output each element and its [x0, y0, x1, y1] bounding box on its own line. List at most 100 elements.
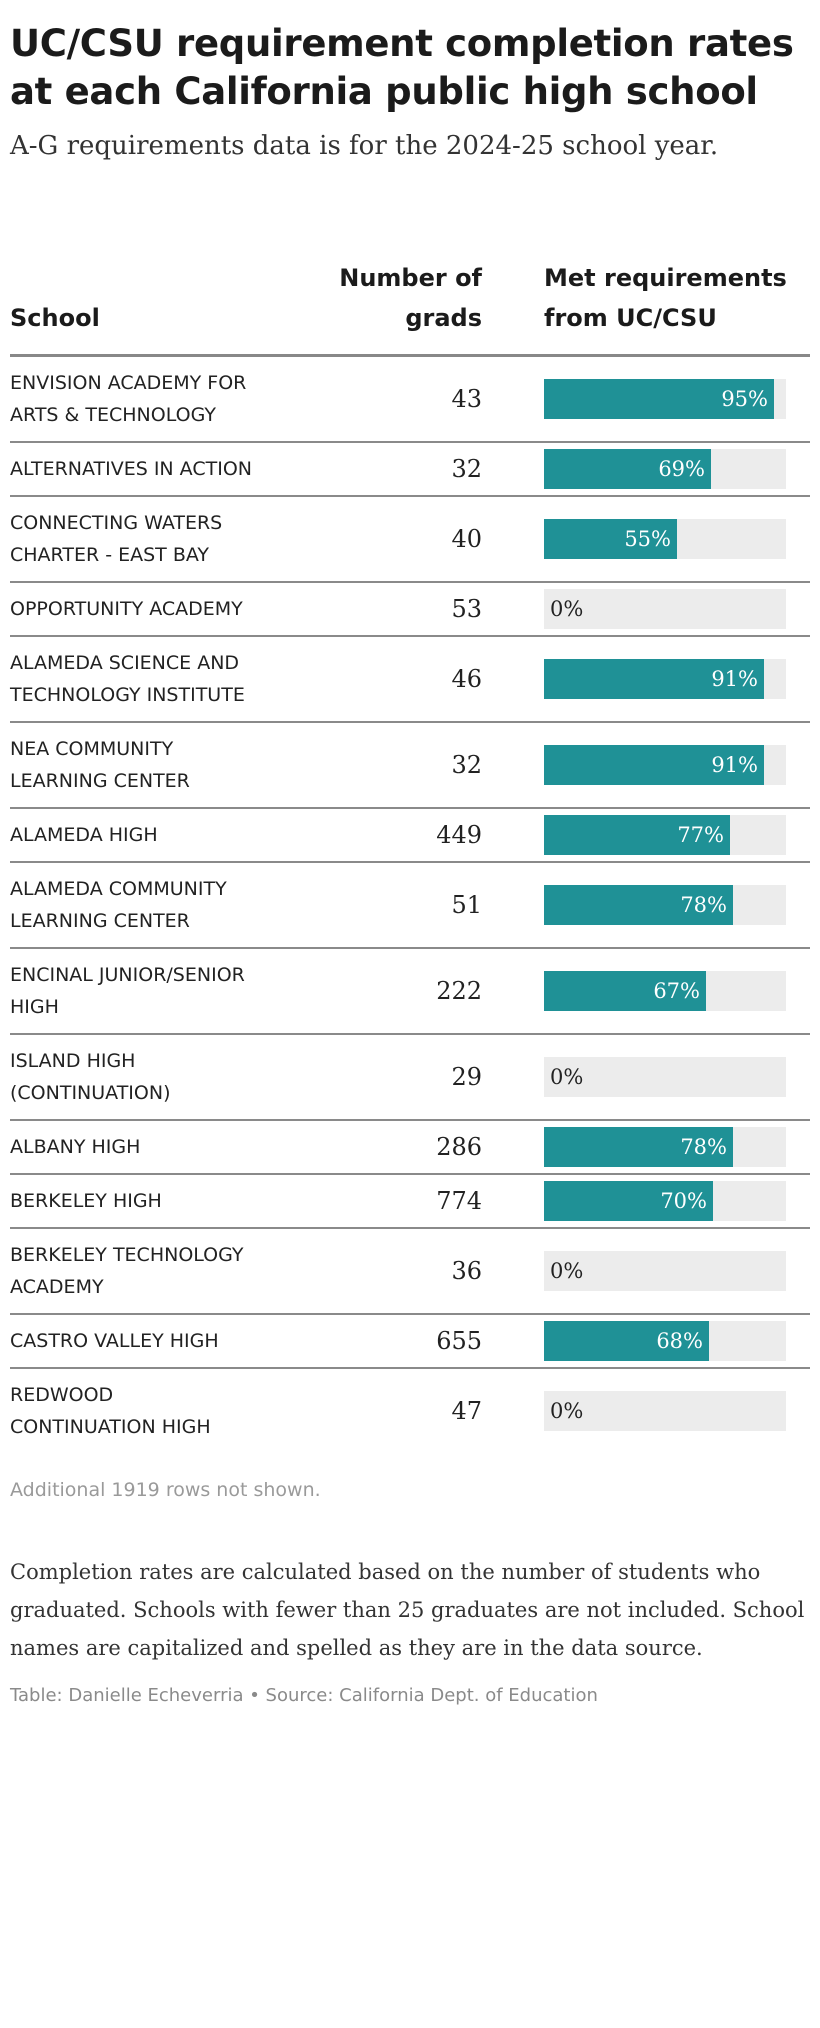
- grads-count: 32: [451, 751, 482, 779]
- school-name: NEA COMMUNITY LEARNING CENTER: [10, 738, 190, 792]
- bar-track: 69%: [544, 449, 786, 489]
- bar-track: 77%: [544, 815, 786, 855]
- column-header-met[interactable]: Met requirements from UC/CSU: [482, 258, 810, 356]
- bar-label: 0%: [550, 597, 584, 621]
- bar-label: 67%: [653, 979, 700, 1003]
- grads-count: 43: [451, 385, 482, 413]
- met-requirements-cell: 78%: [482, 862, 810, 948]
- credit-line: Table: Danielle Echeverria • Source: Cal…: [10, 1685, 598, 1706]
- bar-fill: [544, 971, 706, 1011]
- bar-label: 70%: [660, 1189, 707, 1213]
- bar-track: 91%: [544, 659, 786, 699]
- table-row: ALTERNATIVES IN ACTION 32 69%: [10, 442, 810, 496]
- school-name: ALTERNATIVES IN ACTION: [10, 458, 252, 480]
- table-row: ENCINAL JUNIOR/SENIOR HIGH 222 67%: [10, 948, 810, 1034]
- table-row: REDWOOD CONTINUATION HIGH 47 0%: [10, 1368, 810, 1453]
- school-name: BERKELEY HIGH: [10, 1190, 162, 1212]
- grads-count: 286: [436, 1133, 482, 1161]
- bar-label: 78%: [680, 893, 727, 917]
- met-requirements-cell: 0%: [482, 582, 810, 636]
- school-name: CONNECTING WATERS CHARTER - EAST BAY: [10, 512, 223, 566]
- met-requirements-cell: 91%: [482, 636, 810, 722]
- bar-label: 68%: [656, 1329, 703, 1353]
- grads-count: 40: [451, 525, 482, 553]
- bar-fill: [544, 519, 677, 559]
- met-requirements-cell: 67%: [482, 948, 810, 1034]
- bar-label: 95%: [721, 387, 768, 411]
- bar-fill: [544, 659, 764, 699]
- school-name: BERKELEY TECHNOLOGY ACADEMY: [10, 1244, 244, 1298]
- table-row: BERKELEY HIGH 774 70%: [10, 1174, 810, 1228]
- table-row: ALAMEDA HIGH 449 77%: [10, 808, 810, 862]
- bar-fill: [544, 1127, 733, 1167]
- school-name: ENCINAL JUNIOR/SENIOR HIGH: [10, 964, 245, 1018]
- footnote: Completion rates are calculated based on…: [10, 1560, 805, 1660]
- grads-count: 29: [451, 1063, 482, 1091]
- bar-label: 0%: [550, 1065, 584, 1089]
- bar-track: 0%: [544, 1057, 786, 1097]
- met-requirements-cell: 68%: [482, 1314, 810, 1368]
- school-name: REDWOOD CONTINUATION HIGH: [10, 1384, 211, 1438]
- grads-count: 47: [451, 1397, 482, 1425]
- table-body: ENVISION ACADEMY FOR ARTS & TECHNOLOGY 43…: [10, 356, 810, 1454]
- column-header-school[interactable]: School: [10, 304, 100, 332]
- grads-count: 222: [436, 977, 482, 1005]
- grads-count: 51: [451, 891, 482, 919]
- bar-track: 0%: [544, 1251, 786, 1291]
- rows-not-shown-note: Additional 1919 rows not shown.: [10, 1479, 321, 1501]
- table-row: ALAMEDA SCIENCE AND TECHNOLOGY INSTITUTE…: [10, 636, 810, 722]
- bar-label: 69%: [658, 457, 705, 481]
- chart-title: UC/CSU requirement completion rates at e…: [10, 22, 794, 113]
- chart-subtitle: A-G requirements data is for the 2024-25…: [10, 131, 719, 161]
- met-requirements-cell: 95%: [482, 356, 810, 443]
- chart-container: UC/CSU requirement completion rates at e…: [0, 20, 820, 1706]
- met-requirements-cell: 78%: [482, 1120, 810, 1174]
- school-name: ENVISION ACADEMY FOR ARTS & TECHNOLOGY: [10, 372, 247, 426]
- met-requirements-cell: 69%: [482, 442, 810, 496]
- bar-track: 67%: [544, 971, 786, 1011]
- bar-label: 0%: [550, 1399, 584, 1423]
- table-row: CONNECTING WATERS CHARTER - EAST BAY 40 55…: [10, 496, 810, 582]
- bar-track: 91%: [544, 745, 786, 785]
- bar-fill: [544, 745, 764, 785]
- met-requirements-cell: 55%: [482, 496, 810, 582]
- met-requirements-cell: 0%: [482, 1034, 810, 1120]
- bar-track: 95%: [544, 379, 786, 419]
- bar-label: 0%: [550, 1259, 584, 1283]
- school-name: ALBANY HIGH: [10, 1136, 141, 1158]
- bar-fill: [544, 815, 730, 855]
- school-name: CASTRO VALLEY HIGH: [10, 1330, 219, 1352]
- bar-track: 0%: [544, 1391, 786, 1431]
- school-name: ISLAND HIGH (CONTINUATION): [10, 1050, 171, 1104]
- bar-label: 91%: [711, 753, 758, 777]
- table-row: NEA COMMUNITY LEARNING CENTER 32 91%: [10, 722, 810, 808]
- bar-label: 78%: [680, 1135, 727, 1159]
- school-name: ALAMEDA SCIENCE AND TECHNOLOGY INSTITUTE: [10, 652, 245, 706]
- bar-label: 91%: [711, 667, 758, 691]
- table-row: CASTRO VALLEY HIGH 655 68%: [10, 1314, 810, 1368]
- bar-track: 0%: [544, 589, 786, 629]
- bar-label: 77%: [677, 823, 724, 847]
- bar-fill: [544, 1321, 709, 1361]
- table-row: ALAMEDA COMMUNITY LEARNING CENTER 51 78%: [10, 862, 810, 948]
- grads-count: 774: [436, 1187, 482, 1215]
- grads-count: 32: [451, 455, 482, 483]
- column-header-grads[interactable]: Number of grads: [260, 258, 482, 356]
- data-table: School Number of grads Met requirements …: [10, 258, 810, 1453]
- bar-fill: [544, 1181, 713, 1221]
- bar-fill: [544, 379, 774, 419]
- bar-fill: [544, 449, 711, 489]
- column-header-met-label: Met requirements from UC/CSU: [544, 264, 787, 332]
- bar-track: 78%: [544, 1127, 786, 1167]
- bar-track: 78%: [544, 885, 786, 925]
- bar-track: 55%: [544, 519, 786, 559]
- table-header-row: School Number of grads Met requirements …: [10, 258, 810, 356]
- met-requirements-cell: 77%: [482, 808, 810, 862]
- grads-count: 36: [451, 1257, 482, 1285]
- met-requirements-cell: 70%: [482, 1174, 810, 1228]
- school-name: ALAMEDA HIGH: [10, 824, 158, 846]
- bar-label: 55%: [624, 527, 671, 551]
- grads-count: 655: [436, 1327, 482, 1355]
- met-requirements-cell: 0%: [482, 1368, 810, 1453]
- met-requirements-cell: 91%: [482, 722, 810, 808]
